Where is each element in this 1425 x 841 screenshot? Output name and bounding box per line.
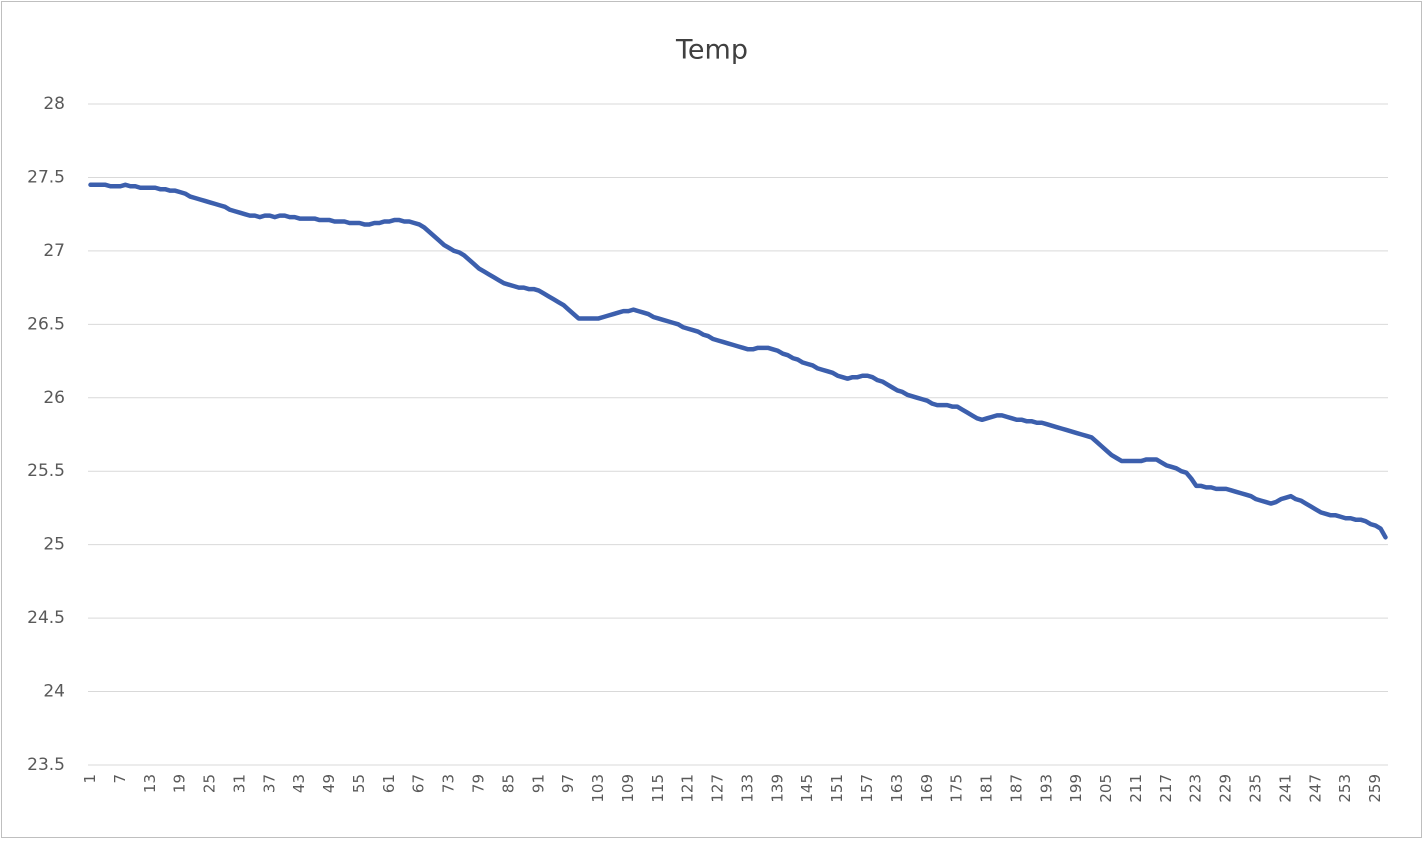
x-tick-label: 79 xyxy=(469,774,487,793)
x-tick-label: 127 xyxy=(709,774,727,803)
x-tick-label: 247 xyxy=(1306,774,1324,803)
x-tick-label: 259 xyxy=(1366,774,1384,803)
x-tick-label: 175 xyxy=(948,774,966,803)
x-tick-label: 61 xyxy=(380,774,398,793)
x-tick-label: 181 xyxy=(978,774,996,803)
y-tick-label: 25 xyxy=(43,535,65,555)
x-tick-label: 211 xyxy=(1127,774,1145,803)
x-tick-label: 133 xyxy=(738,774,756,803)
x-tick-label: 13 xyxy=(141,774,159,793)
x-tick-label: 151 xyxy=(828,774,846,803)
x-tick-label: 91 xyxy=(529,774,547,793)
x-tick-label: 229 xyxy=(1217,774,1235,803)
x-tick-label: 97 xyxy=(559,774,577,793)
x-tick-label: 49 xyxy=(320,774,338,793)
y-tick-label: 28 xyxy=(43,94,65,114)
x-tick-label: 169 xyxy=(918,774,936,803)
x-tick-label: 19 xyxy=(171,774,189,793)
x-tick-label: 85 xyxy=(499,774,517,793)
x-tick-label: 205 xyxy=(1097,774,1115,803)
y-tick-label: 26 xyxy=(43,388,65,408)
x-tick-label: 223 xyxy=(1187,774,1205,803)
chart-title: Temp xyxy=(675,35,748,66)
x-tick-label: 121 xyxy=(679,774,697,803)
x-tick-label: 55 xyxy=(350,774,368,793)
x-tick-label: 187 xyxy=(1007,774,1025,803)
x-tick-label: 217 xyxy=(1157,774,1175,803)
x-tick-label: 115 xyxy=(649,774,667,803)
x-tick-label: 157 xyxy=(858,774,876,803)
x-tick-label: 199 xyxy=(1067,774,1085,803)
x-tick-label: 103 xyxy=(589,774,607,803)
x-tick-label: 139 xyxy=(768,774,786,803)
x-tick-label: 253 xyxy=(1336,774,1354,803)
x-tick-label: 37 xyxy=(260,774,278,793)
y-tick-label: 23.5 xyxy=(27,755,65,775)
y-tick-label: 25.5 xyxy=(27,461,65,481)
x-tick-label: 193 xyxy=(1037,774,1055,803)
x-tick-label: 235 xyxy=(1247,774,1265,803)
x-tick-label: 43 xyxy=(290,774,308,793)
x-tick-label: 7 xyxy=(111,774,129,784)
x-tick-label: 1 xyxy=(81,774,99,784)
x-tick-label: 241 xyxy=(1276,774,1294,803)
x-tick-label: 145 xyxy=(798,774,816,803)
y-tick-label: 24 xyxy=(43,682,65,702)
x-tick-label: 25 xyxy=(201,774,219,793)
y-tick-label: 27.5 xyxy=(27,167,65,187)
data-line xyxy=(88,182,1388,540)
x-tick-label: 163 xyxy=(888,774,906,803)
y-tick-label: 27 xyxy=(43,241,65,261)
x-tick-label: 109 xyxy=(619,774,637,803)
y-tick-label: 24.5 xyxy=(27,608,65,628)
x-tick-label: 67 xyxy=(410,774,428,793)
x-tick-label: 73 xyxy=(440,774,458,793)
y-tick-label: 26.5 xyxy=(27,314,65,334)
x-tick-label: 31 xyxy=(230,774,248,793)
